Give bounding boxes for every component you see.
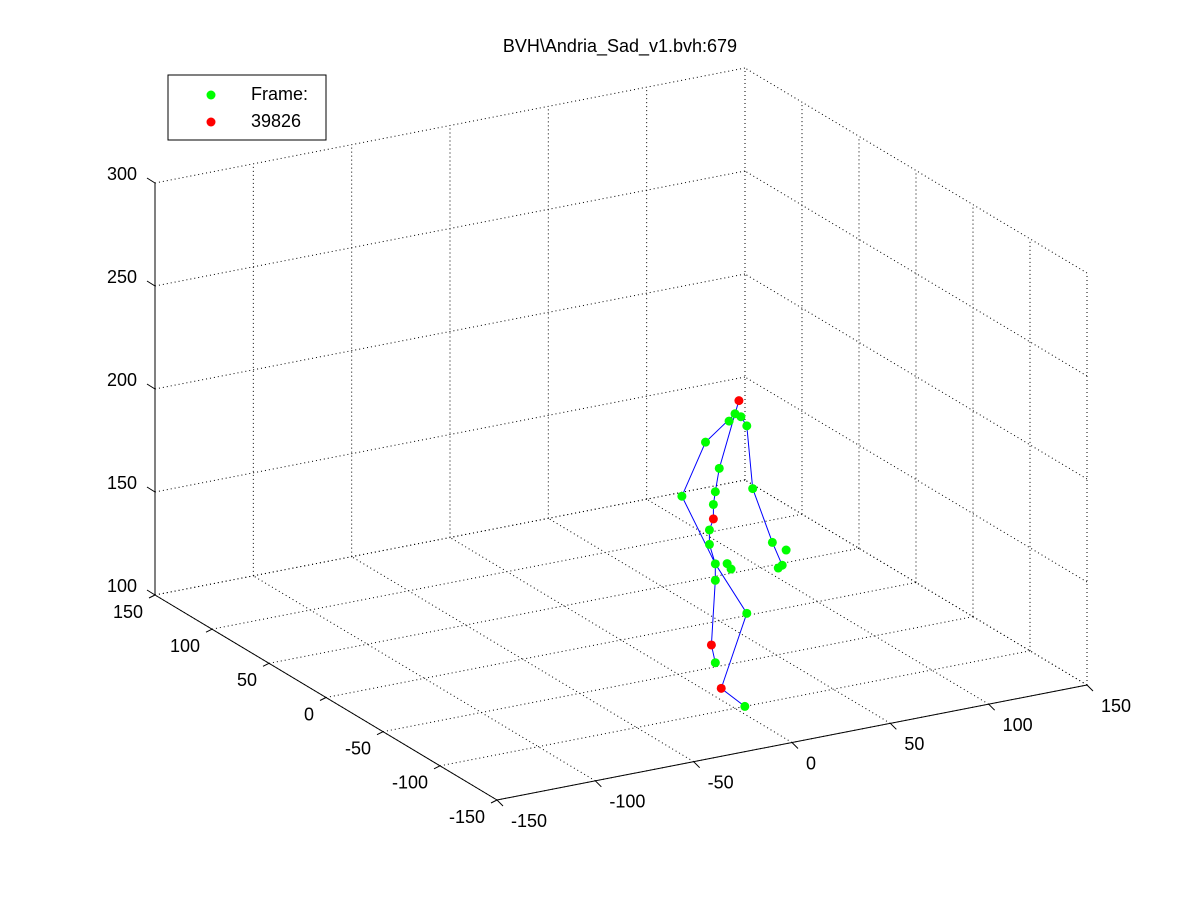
- joint-marker: [710, 575, 720, 585]
- z-tick-label: 100: [107, 576, 137, 596]
- chart-title: BVH\Andria_Sad_v1.bvh:679: [503, 36, 737, 57]
- joint-marker: [781, 545, 791, 555]
- joint-marker: [726, 564, 736, 574]
- x-tick: [693, 761, 701, 769]
- y-tick: [148, 594, 156, 599]
- joint-marker: [704, 525, 714, 535]
- y-tick: [205, 628, 213, 633]
- grid-line: [154, 170, 746, 287]
- joint-marker: [706, 640, 716, 650]
- z-tick: [146, 486, 156, 493]
- z-tick-label: 300: [107, 164, 137, 184]
- grid-line: [154, 376, 746, 493]
- joint-marker: [710, 658, 720, 668]
- z-tick: [146, 177, 156, 184]
- y-tick-label: 0: [304, 704, 314, 724]
- x-tick-label: 150: [1101, 696, 1131, 716]
- x-tick: [496, 799, 504, 807]
- grid-line: [744, 273, 1088, 480]
- grid-line: [744, 376, 1088, 583]
- legend-label: 39826: [251, 111, 301, 131]
- grid-line: [439, 650, 1031, 767]
- grid-line: [744, 67, 1088, 274]
- grid-line: [268, 547, 860, 664]
- y-tick: [319, 697, 327, 701]
- legend-marker: [206, 117, 216, 127]
- grid-line: [325, 582, 917, 698]
- joint-marker: [734, 396, 744, 406]
- joint-marker: [724, 416, 734, 426]
- x-tick-label: 0: [806, 753, 816, 773]
- x-tick: [791, 742, 799, 749]
- grid-line: [744, 170, 1088, 377]
- y-tick: [433, 765, 441, 770]
- x-tick: [1086, 684, 1094, 692]
- joint-marker: [742, 421, 752, 431]
- joint-marker: [740, 701, 750, 711]
- grid-line: [154, 67, 746, 184]
- joint-marker: [767, 537, 777, 547]
- legend-label: Frame:: [251, 84, 308, 104]
- z-tick: [146, 589, 156, 596]
- legend-box: [167, 74, 327, 141]
- joint-marker: [701, 437, 710, 447]
- joint-marker: [677, 491, 687, 501]
- joint-marker: [704, 539, 714, 549]
- y-tick-label: 100: [170, 636, 200, 656]
- y-tick-label: 50: [237, 670, 257, 690]
- joint-marker: [708, 499, 718, 509]
- joint-marker: [714, 463, 724, 473]
- legend-marker: [206, 90, 216, 100]
- z-tick: [146, 383, 156, 390]
- joint-marker: [736, 412, 746, 422]
- z-tick-label: 250: [107, 267, 137, 287]
- joint-marker: [708, 514, 718, 524]
- x-tick-label: 100: [1003, 715, 1033, 735]
- y-tick-label: -150: [449, 807, 485, 827]
- joint-marker: [773, 563, 783, 573]
- x-tick-label: 50: [904, 734, 924, 754]
- grid-line: [211, 513, 803, 630]
- joint-marker: [710, 487, 720, 497]
- joint-marker: [748, 484, 758, 494]
- y-tick-label: 150: [113, 602, 143, 622]
- grid-line: [744, 479, 1088, 686]
- joint-marker: [716, 683, 726, 693]
- y-tick: [490, 799, 498, 804]
- x-tick-label: -100: [609, 792, 645, 812]
- z-tick-label: 150: [107, 473, 137, 493]
- x-tick-label: -50: [708, 772, 734, 792]
- y-tick-label: -50: [345, 738, 371, 758]
- joint-marker: [710, 559, 720, 569]
- x-tick-label: -150: [511, 811, 547, 831]
- y-tick-label: -100: [392, 773, 428, 793]
- x-tick: [988, 703, 996, 711]
- grid-line: [154, 273, 746, 390]
- x-tick: [889, 722, 897, 730]
- z-tick: [146, 280, 156, 287]
- joint-marker: [742, 608, 752, 618]
- y-tick: [262, 662, 270, 667]
- grid-line: [154, 479, 746, 596]
- z-tick-label: 200: [107, 370, 137, 390]
- grid-line: [382, 616, 974, 733]
- y-tick: [376, 731, 384, 736]
- x-tick: [594, 780, 602, 788]
